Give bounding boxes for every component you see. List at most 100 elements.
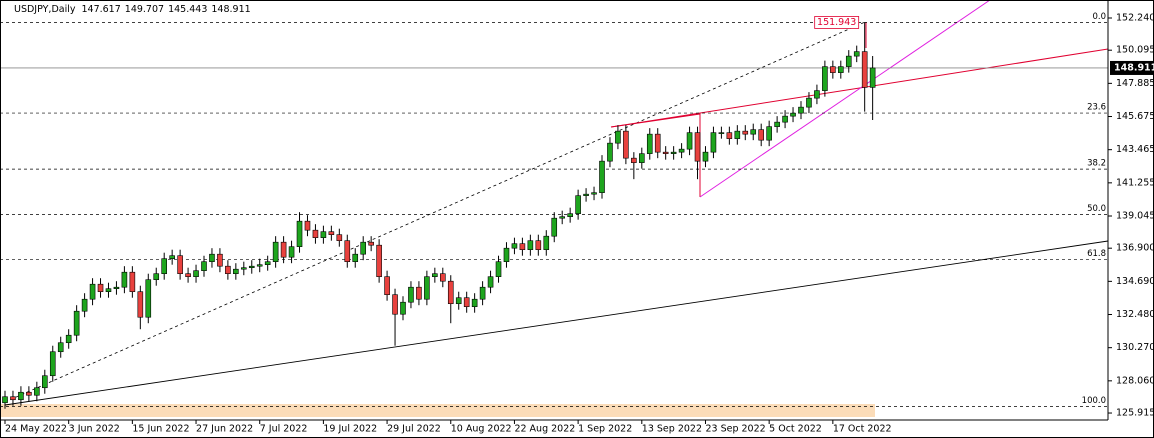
candle-body [543, 235, 550, 250]
candle-body [336, 234, 343, 241]
candle-body [177, 255, 183, 274]
candle-body [256, 264, 263, 267]
x-tick-label: 5 Oct 2022 [769, 424, 822, 435]
candle-body [853, 51, 860, 57]
y-tick-label: 130.270 [1116, 342, 1154, 353]
candle-body [217, 253, 223, 267]
candle-body [798, 106, 804, 114]
candle-body [89, 283, 96, 300]
candle-body [264, 261, 271, 265]
x-tick-label: 13 Sep 2022 [642, 424, 702, 435]
channel-red [610, 113, 701, 197]
candle-body [599, 160, 605, 193]
period-band [0, 404, 875, 417]
y-tick-label: 128.060 [1116, 375, 1154, 386]
candle-body [248, 265, 255, 268]
x-tick-label: 29 Jul 2022 [387, 424, 441, 435]
y-tick-label: 139.045 [1116, 211, 1154, 222]
candle-body [646, 133, 653, 154]
candle-body [209, 253, 215, 262]
candle-body [623, 130, 629, 159]
candle-body [328, 231, 335, 235]
candle-body [392, 294, 398, 315]
candle-body [129, 271, 136, 293]
candle-body [105, 288, 112, 293]
candle-body [806, 97, 812, 108]
fib-level-label: 61.8 [1087, 249, 1106, 259]
candle-body [288, 246, 295, 258]
header-open: 147.617 [81, 4, 120, 15]
candle-body [718, 132, 725, 134]
candle-body [734, 130, 741, 139]
candle-body [432, 273, 438, 277]
fib-anchor-line [4, 21, 866, 403]
candle-body [376, 244, 382, 277]
y-tick-label: 143.465 [1116, 144, 1154, 155]
candle-body [678, 148, 685, 153]
candle-body [814, 90, 820, 99]
price-tag [1110, 60, 1153, 75]
price-tag-label: 148.911 [1114, 62, 1154, 73]
x-tick-label: 3 Jun 2022 [69, 424, 120, 435]
candle-body [742, 130, 749, 135]
candle-body [352, 253, 359, 262]
candle-body [439, 273, 446, 282]
candle-body [65, 334, 72, 344]
candle-body [57, 342, 64, 353]
candle-body [615, 130, 621, 144]
candle-body [631, 157, 637, 163]
candle-body [869, 67, 876, 88]
candle-body [360, 241, 367, 255]
fib-level-label: 23.6 [1087, 103, 1106, 113]
x-tick-label: 19 Jul 2022 [323, 424, 377, 435]
candle-body [670, 151, 677, 154]
fib-level-label: 0.0 [1092, 12, 1106, 22]
header-close: 148.911 [211, 4, 250, 15]
candle-body [766, 126, 772, 141]
candle-body [137, 291, 144, 318]
fib-high-label: 151.943 [817, 17, 856, 28]
candle-body [320, 231, 327, 238]
header: USDJPY,Daily 147.617 149.707 145.443 148.911 [14, 4, 251, 15]
candle-body [81, 298, 88, 312]
candle-body [471, 298, 478, 308]
fib-level-label: 50.0 [1087, 204, 1106, 214]
y-tick-label: 145.675 [1116, 111, 1154, 122]
candle-body [26, 391, 32, 396]
candle-body [368, 241, 374, 246]
candle-body [193, 270, 199, 277]
x-tick-label: 22 Aug 2022 [514, 424, 575, 435]
x-tick-label: 17 Oct 2022 [833, 424, 892, 435]
candle-body [527, 240, 534, 250]
candle-body [551, 217, 558, 237]
candle-body [161, 258, 167, 274]
candle-body [34, 387, 40, 396]
candle-body [638, 153, 645, 163]
fib-high-box [814, 16, 860, 29]
header-low: 145.443 [168, 4, 207, 15]
candle-body [503, 247, 510, 262]
fib-level-label: 100.0 [1082, 396, 1106, 406]
candle-body [2, 396, 8, 404]
chart-title: USDJPY,Daily [14, 4, 76, 15]
candle-body [201, 261, 207, 271]
candle-body [41, 375, 48, 389]
header-high: 149.707 [125, 4, 164, 15]
x-tick-label: 24 May 2022 [5, 424, 67, 435]
candle-body [535, 240, 542, 250]
candle-body [447, 280, 454, 305]
candle-body [726, 132, 733, 139]
candle-body [591, 192, 597, 195]
candle-body [185, 273, 191, 277]
candle-body [272, 241, 279, 262]
candle-body [822, 66, 828, 91]
candle-body [121, 271, 128, 288]
candle-body [241, 267, 247, 270]
candle-body [782, 115, 788, 123]
candle-body [845, 55, 852, 67]
x-tick-label: 7 Jul 2022 [260, 424, 308, 435]
candle-body [344, 240, 351, 262]
y-tick-label: 147.885 [1116, 78, 1154, 89]
